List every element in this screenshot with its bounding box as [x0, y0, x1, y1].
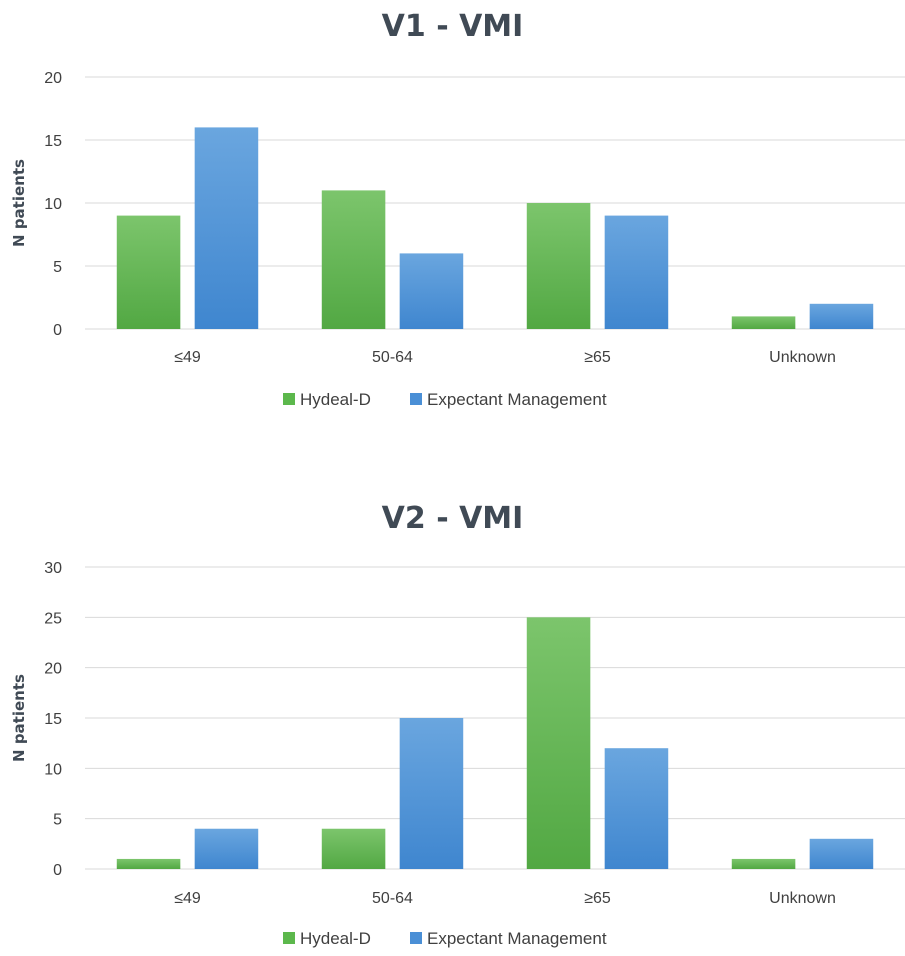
- bar-expectant-management-unknown: [809, 303, 874, 329]
- bar-hydeal-d-50-64: [321, 828, 386, 869]
- y-tick-label: 25: [44, 610, 62, 627]
- bar-hydeal-d-unknown: [731, 316, 796, 329]
- bar-hydeal-d-le49: [116, 215, 181, 329]
- x-tick-label: ≤49: [174, 349, 201, 366]
- bar-expectant-management-ge65: [604, 215, 669, 329]
- bar-expectant-management-50-64: [399, 253, 464, 329]
- legend-label: Expectant Management: [427, 390, 607, 409]
- bar-hydeal-d-ge65: [526, 203, 591, 329]
- chart-v2-vmi: V2 - VMI 0 5 10 15 20 25 30 N patients ≤49 50-64 ≥6…: [0, 490, 905, 956]
- bar-expectant-management-50-64: [399, 718, 464, 869]
- bar-hydeal-d-50-64: [321, 190, 386, 329]
- chart-title: V2 - VMI: [382, 501, 524, 536]
- legend-swatch: [410, 932, 422, 944]
- x-tick-label: ≥65: [584, 890, 611, 907]
- legend-swatch: [283, 932, 295, 944]
- legend-label: Expectant Management: [427, 929, 607, 948]
- y-tick-label: 5: [53, 259, 62, 276]
- y-tick-label: 30: [44, 560, 62, 577]
- y-tick-label: 10: [44, 761, 62, 778]
- y-tick-label: 20: [44, 70, 62, 87]
- chart-svg: V2 - VMI 0 5 10 15 20 25 30 N patients ≤49 50-64 ≥6…: [10, 501, 905, 948]
- y-tick-label: 5: [53, 812, 62, 829]
- bar-hydeal-d-ge65: [526, 617, 591, 869]
- legend: Hydeal-D Expectant Management: [283, 390, 607, 409]
- bar-expectant-management-le49: [194, 828, 259, 869]
- legend-label: Hydeal-D: [300, 929, 371, 948]
- legend-swatch: [410, 393, 422, 405]
- legend-swatch: [283, 393, 295, 405]
- bar-hydeal-d-unknown: [731, 858, 796, 869]
- bar-hydeal-d-le49: [116, 858, 181, 869]
- chart-v1-vmi: V1 - VMI 0 5 10 15 20 N patients ≤49 50-64 ≥65 Unk…: [0, 0, 905, 430]
- x-tick-label: Unknown: [769, 890, 836, 907]
- y-tick-label: 10: [44, 196, 62, 213]
- y-axis-label: N patients: [10, 159, 28, 247]
- y-tick-label: 15: [44, 711, 62, 728]
- y-tick-label: 15: [44, 133, 62, 150]
- y-tick-label: 0: [53, 322, 62, 339]
- x-tick-label: 50-64: [372, 349, 413, 366]
- legend: Hydeal-D Expectant Management: [283, 929, 607, 948]
- bar-expectant-management-le49: [194, 127, 259, 330]
- y-tick-label: 0: [53, 862, 62, 879]
- y-tick-label: 20: [44, 661, 62, 678]
- chart-title: V1 - VMI: [382, 9, 524, 44]
- bar-expectant-management-ge65: [604, 748, 669, 869]
- x-tick-label: 50-64: [372, 890, 413, 907]
- legend-label: Hydeal-D: [300, 390, 371, 409]
- bar-expectant-management-unknown: [809, 838, 874, 869]
- y-axis-label: N patients: [10, 674, 28, 762]
- x-tick-label: ≤49: [174, 890, 201, 907]
- x-tick-label: ≥65: [584, 349, 611, 366]
- x-tick-label: Unknown: [769, 349, 836, 366]
- chart-svg: V1 - VMI 0 5 10 15 20 N patients ≤49 50-64 ≥65 Unk…: [10, 9, 905, 409]
